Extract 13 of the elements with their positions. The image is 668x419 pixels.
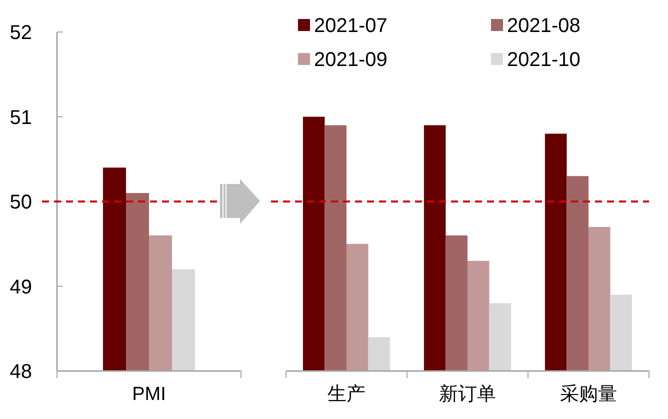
y-tick-label: 51 (10, 106, 32, 129)
x-tick-label: 生产 (328, 384, 366, 405)
x-tick-label: 新订单 (439, 383, 496, 405)
x-tick-label: PMI (132, 384, 166, 405)
y-tick-label: 50 (10, 192, 32, 214)
legend-label: 2021-07 (314, 15, 388, 37)
y-tick-label: 49 (10, 276, 32, 298)
y-tick-label: 48 (10, 361, 32, 383)
legend-label: 2021-08 (507, 15, 580, 37)
legend-label: 2021-09 (314, 49, 388, 71)
legend-label: 2021-10 (507, 49, 580, 71)
y-tick-label: 52 (10, 22, 32, 44)
x-tick-label: 采购量 (560, 384, 617, 405)
